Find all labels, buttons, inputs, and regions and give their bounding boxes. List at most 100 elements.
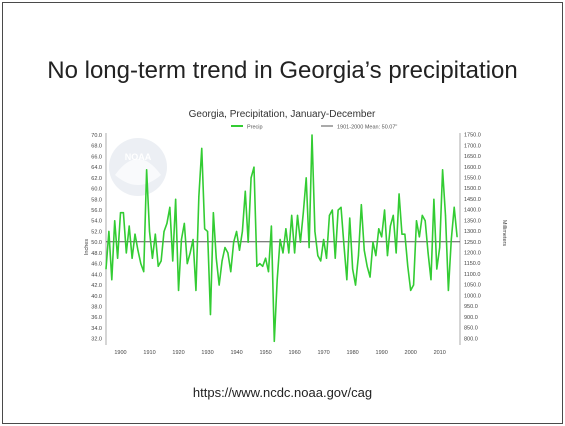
data-point: [273, 340, 275, 342]
data-point: [381, 236, 383, 238]
data-point: [117, 257, 119, 259]
y-tick-label: 50.0: [91, 240, 102, 246]
data-point: [105, 268, 107, 270]
data-point: [201, 147, 203, 149]
y2-tick-label: 1150.0: [464, 261, 480, 267]
data-point: [288, 252, 290, 254]
y2-tick-label: 1700.0: [464, 143, 481, 149]
y2-tick-label: 1250.0: [464, 240, 481, 246]
data-point: [296, 214, 299, 216]
y2-tick-label: 1100.0: [464, 272, 480, 278]
x-tick-label: 1920: [172, 350, 184, 356]
x-tick-labels: 1900 1910 1920 1930 1940 1950 1960 1970 1980 1990…: [114, 350, 445, 356]
slide-title: No long-term trend in Georgia’s precipit…: [47, 57, 518, 84]
data-point: [331, 209, 333, 211]
y-tick-label: 60.0: [91, 187, 102, 193]
data-point: [453, 206, 455, 208]
y2-tick-label: 900.0: [464, 315, 478, 321]
data-point: [221, 260, 223, 262]
data-point: [334, 257, 336, 259]
data-point: [172, 260, 174, 262]
data-point: [378, 228, 380, 230]
data-point: [366, 265, 368, 267]
data-point: [398, 193, 400, 195]
y-tick-label: 46.0: [91, 262, 102, 268]
data-point: [151, 257, 154, 259]
x-tick-label: 1900: [114, 350, 126, 356]
data-point: [148, 230, 151, 233]
legend-label-mean: 1901-2000 Mean: 50.07": [337, 125, 397, 131]
data-point: [166, 222, 168, 225]
y-tick-label: 62.0: [91, 176, 102, 182]
series-points: [105, 134, 458, 342]
data-point: [299, 241, 302, 243]
data-point: [383, 209, 386, 211]
data-point: [311, 134, 313, 136]
data-point: [357, 254, 360, 257]
data-point: [108, 230, 110, 233]
data-point: [386, 254, 389, 257]
y2-tick-label: 850.0: [464, 326, 478, 332]
data-point: [337, 209, 339, 211]
source-link[interactable]: https://www.ncdc.noaa.gov/cag: [192, 385, 373, 400]
data-point: [450, 238, 452, 241]
x-tick-label: 1940: [230, 350, 242, 356]
data-point: [256, 265, 258, 267]
data-point: [418, 236, 420, 238]
legend: Precip 1901-2000 Mean: 50.07": [231, 125, 397, 131]
data-point: [282, 252, 284, 254]
data-point: [154, 233, 156, 235]
data-point: [186, 263, 188, 265]
data-point: [375, 254, 377, 257]
data-point: [114, 220, 116, 222]
chart-title: Georgia, Precipitation, January-December: [189, 109, 376, 120]
x-tick-label: 2010: [434, 350, 446, 356]
data-point: [349, 217, 351, 219]
y-tick-label: 44.0: [91, 272, 102, 278]
y2-tick-label: 950.0: [464, 304, 478, 310]
data-point: [439, 246, 441, 249]
data-point: [427, 252, 429, 254]
data-point: [143, 271, 145, 273]
data-point: [291, 214, 293, 216]
data-point: [372, 241, 374, 243]
data-point: [146, 169, 148, 171]
y-tick-label: 48.0: [91, 251, 102, 257]
data-point: [238, 249, 241, 251]
data-point: [447, 289, 449, 292]
data-point: [436, 268, 438, 270]
y2-tick-label: 1200.0: [464, 251, 481, 257]
x-tick-label: 2000: [405, 350, 417, 356]
data-point: [395, 252, 397, 254]
data-point: [270, 225, 272, 227]
series-line-precip: [105, 134, 458, 343]
data-point: [294, 252, 296, 254]
data-point: [125, 252, 127, 254]
data-point: [415, 220, 418, 222]
data-point: [177, 289, 180, 292]
y-tick-label: 64.0: [91, 165, 102, 171]
y2-tick-label: 1400.0: [464, 208, 481, 214]
y2-tick-labels: 1750.0 1700.0 1650.0 1600.0 1550.0 1500.0 1450…: [464, 133, 481, 343]
data-point: [259, 263, 261, 265]
data-point: [360, 204, 362, 206]
y2-axis-label: Millimeters: [501, 220, 507, 247]
data-point: [111, 279, 113, 281]
data-point: [279, 238, 281, 241]
data-point: [320, 260, 322, 262]
y2-tick-label: 1600.0: [464, 165, 481, 171]
data-point: [328, 214, 331, 216]
y2-tick-label: 1650.0: [464, 154, 481, 160]
y-tick-label: 40.0: [91, 294, 102, 300]
x-tick-label: 1970: [317, 350, 329, 356]
x-tick-label: 1930: [201, 350, 213, 356]
data-point: [412, 284, 415, 286]
data-point: [180, 238, 183, 241]
y2-tick-label: 1750.0: [464, 133, 481, 139]
y2-tick-label: 1500.0: [464, 186, 481, 192]
x-tick-label: 1950: [259, 350, 271, 356]
data-point: [128, 225, 130, 227]
data-point: [444, 214, 447, 216]
data-point: [230, 271, 232, 273]
data-point: [314, 230, 316, 233]
